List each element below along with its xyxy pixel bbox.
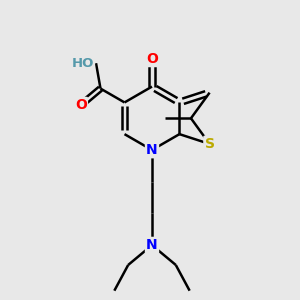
Text: O: O — [146, 52, 158, 66]
Text: N: N — [146, 238, 158, 252]
Text: N: N — [146, 143, 158, 157]
Text: HO: HO — [72, 57, 94, 70]
Text: O: O — [75, 98, 87, 112]
Text: S: S — [205, 137, 214, 151]
